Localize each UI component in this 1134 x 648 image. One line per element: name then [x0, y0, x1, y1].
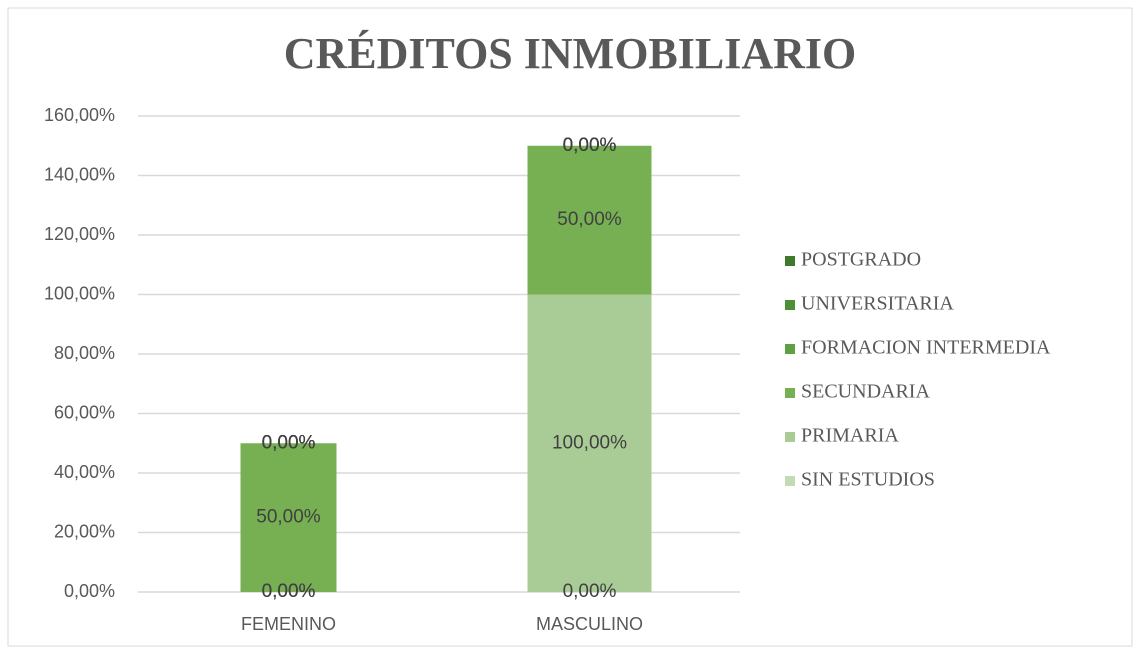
bar-segment	[240, 443, 337, 592]
data-label: 0,00%	[262, 432, 316, 453]
legend-swatch	[785, 256, 795, 266]
bar-segment	[527, 294, 652, 592]
y-tick-label: 0,00%	[64, 581, 115, 601]
y-tick-label: 40,00%	[54, 462, 115, 482]
bar-segment	[527, 145, 652, 295]
x-tick-label: FEMENINO	[241, 614, 336, 634]
legend-label: PRIMARIA	[801, 425, 899, 447]
y-tick-label: 160,00%	[44, 105, 115, 125]
data-label: 100,00%	[552, 432, 627, 453]
data-label: 0,00%	[262, 432, 316, 453]
data-label: 0,00%	[563, 581, 617, 602]
y-tick-label: 120,00%	[44, 224, 115, 244]
data-label: 50,00%	[557, 209, 622, 230]
data-label: 0,00%	[262, 581, 316, 602]
y-tick-label: 60,00%	[54, 402, 115, 422]
x-tick-label: MASCULINO	[536, 614, 643, 634]
data-label: 0,00%	[563, 135, 617, 156]
legend-label: POSTGRADO	[801, 249, 921, 271]
legend-swatch	[785, 388, 795, 398]
legend-swatch	[785, 476, 795, 486]
y-tick-label: 80,00%	[54, 343, 115, 363]
legend-label: SIN ESTUDIOS	[801, 469, 935, 491]
legend-swatch	[785, 344, 795, 354]
data-label: 0,00%	[563, 135, 617, 156]
legend-swatch	[785, 432, 795, 442]
y-tick-label: 20,00%	[54, 521, 115, 541]
data-label: 0,00%	[262, 432, 316, 453]
y-tick-label: 100,00%	[44, 283, 115, 303]
legend-label: SECUNDARIA	[801, 381, 930, 403]
legend-label: FORMACION INTERMEDIA	[801, 337, 1051, 359]
data-label: 50,00%	[256, 507, 321, 528]
y-tick-label: 140,00%	[44, 164, 115, 184]
data-label: 0,00%	[563, 135, 617, 156]
data-label: 0,00%	[262, 581, 316, 602]
legend-swatch	[785, 300, 795, 310]
chart-title: CRÉDITOS INMOBILIARIO	[284, 29, 857, 78]
legend-label: UNIVERSITARIA	[801, 293, 954, 315]
